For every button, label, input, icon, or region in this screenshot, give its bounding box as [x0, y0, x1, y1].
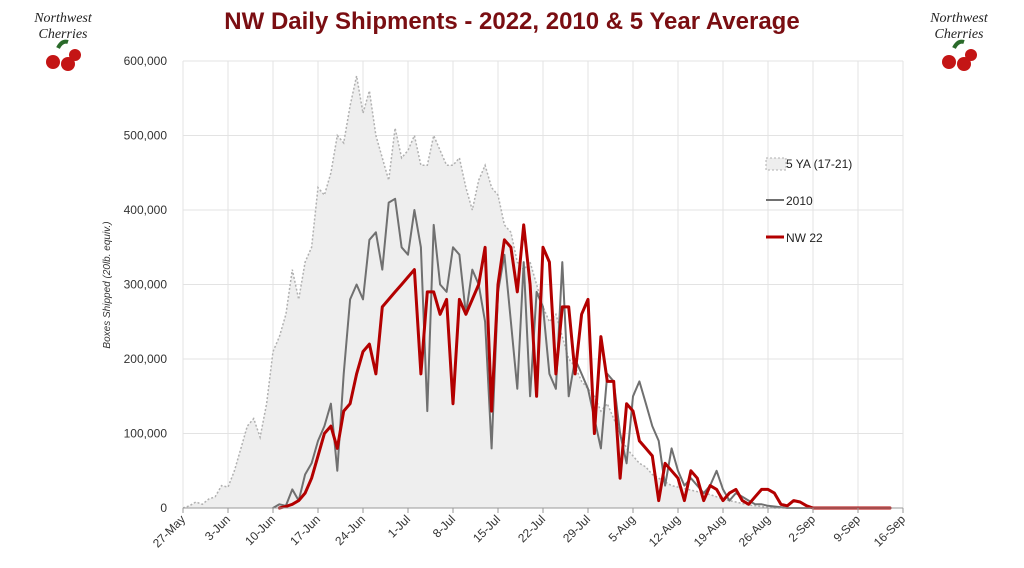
x-tick-label: 26-Aug	[736, 512, 773, 549]
logo-text-line2: Cherries	[39, 27, 89, 42]
y-tick-label: 500,000	[124, 129, 168, 143]
legend-label-2010: 2010	[786, 194, 813, 208]
x-tick-label: 12-Aug	[646, 512, 683, 549]
legend-label-nw22: NW 22	[786, 231, 823, 245]
logo-leaf	[952, 39, 965, 49]
x-tick-label: 22-Jul	[515, 512, 548, 545]
legend: 5 YA (17-21) 2010 NW 22	[765, 157, 852, 245]
logo-leaf	[56, 39, 69, 49]
x-tick-label: 5-Aug	[606, 512, 639, 545]
y-tick-label: 400,000	[124, 203, 168, 217]
y-tick-label: 200,000	[124, 352, 168, 366]
series-line-nw22	[277, 223, 892, 510]
y-tick-label: 300,000	[124, 278, 168, 292]
cherry-icon	[61, 57, 75, 71]
series-area-5ya	[183, 75, 858, 509]
x-tick-label: 8-Jul	[430, 512, 458, 540]
cherry-icon	[942, 55, 956, 69]
y-tick-label: 100,000	[124, 427, 168, 441]
logo-text-line1: Northwest	[929, 11, 989, 26]
x-tick-label: 2-Sep	[786, 512, 819, 545]
cherry-icon	[46, 55, 60, 69]
x-tick-label: 17-Jun	[287, 512, 323, 548]
x-tick-label: 27-May	[150, 512, 188, 550]
legend-label-5ya: 5 YA (17-21)	[786, 157, 852, 171]
logo-text-line1: Northwest	[33, 11, 93, 26]
series-line-2010	[272, 197, 814, 509]
x-tick-label: 16-Sep	[871, 512, 908, 549]
legend-item-2010: 2010	[766, 194, 813, 208]
plot-area	[182, 75, 892, 510]
cherry-icon	[965, 49, 977, 61]
logo-text-line2: Cherries	[935, 27, 985, 42]
x-tick-label: 24-Jun	[332, 512, 368, 548]
cherry-icon	[69, 49, 81, 61]
y-axis-label: Boxes Shipped (20lb. equiv.)	[102, 221, 113, 348]
x-tick-label: 29-Jul	[560, 512, 593, 545]
x-tick-label: 19-Aug	[691, 512, 728, 549]
y-tick-label: 0	[160, 501, 167, 515]
legend-item-nw22: NW 22	[766, 231, 823, 245]
cherry-icon	[957, 57, 971, 71]
x-tick-label: 1-Jul	[385, 512, 413, 540]
chart-title: NW Daily Shipments - 2022, 2010 & 5 Year…	[224, 8, 800, 35]
legend-swatch-5ya	[765, 157, 787, 171]
x-tick-label: 3-Jun	[202, 512, 233, 543]
x-tick-label: 15-Jul	[470, 512, 503, 545]
y-tick-label: 600,000	[124, 54, 168, 68]
x-tick-label: 10-Jun	[242, 512, 278, 548]
northwest-cherries-logo-right: Northwest Cherries	[929, 11, 989, 71]
legend-item-5ya: 5 YA (17-21)	[765, 157, 852, 171]
northwest-cherries-logo-left: Northwest Cherries	[33, 11, 93, 71]
x-tick-label: 9-Sep	[831, 512, 864, 545]
